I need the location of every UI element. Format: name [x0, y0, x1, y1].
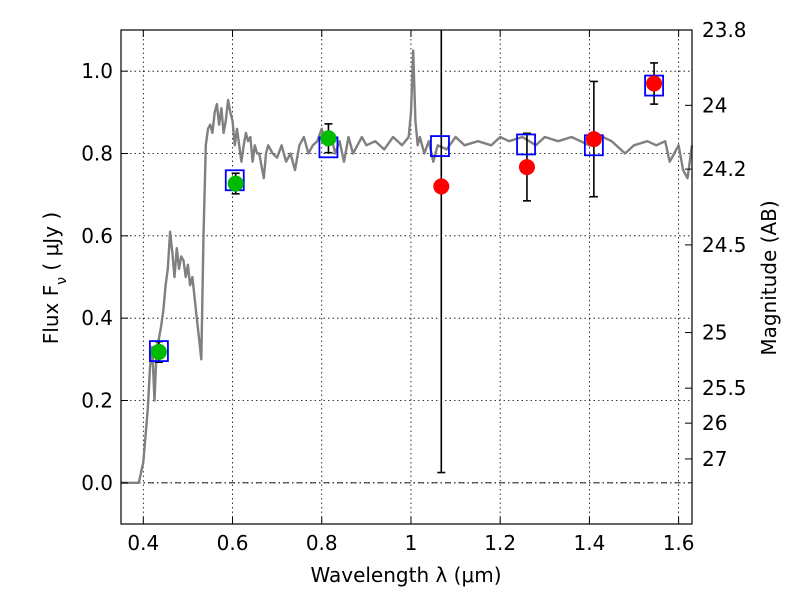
- model-photometry-square: [430, 135, 450, 157]
- y-tick-label: 0.2: [81, 389, 113, 413]
- y2-tick-label: 24.2: [702, 157, 747, 181]
- x-tick-label: 1: [405, 531, 418, 555]
- tick-label-layer: 0.4 0.6 0.8 1 1.2 1.4 1.6 0.0 0.2 0.4 0.6 0.8 1.0 23.…: [81, 18, 746, 555]
- x-tick-label: 0.4: [127, 531, 159, 555]
- spectrum-line: [121, 49, 694, 484]
- y-tick-label: 0.8: [81, 142, 113, 166]
- grid-layer: [121, 30, 692, 524]
- y-tick-label: 0.4: [81, 306, 113, 330]
- observed-point-red: [518, 159, 535, 176]
- observed-point-red: [433, 178, 450, 195]
- observed-point-red: [585, 131, 602, 148]
- y2-tick-label: 23.8: [702, 18, 747, 42]
- y2-tick-label: 25: [702, 321, 727, 345]
- y-tick-label: 1.0: [81, 59, 113, 83]
- errorbar-layer: [154, 30, 659, 474]
- y2-tick-label: 24: [702, 93, 727, 117]
- y-axis-label-sub: ν: [54, 277, 70, 285]
- y-axis-label-units: ( μJy ): [39, 212, 63, 277]
- x-tick-label: 1.6: [663, 531, 695, 555]
- y-tick-label: 0.6: [81, 224, 113, 248]
- marker-layer: [149, 74, 664, 363]
- y2-tick-label: 24.5: [702, 233, 747, 257]
- tick-layer: [121, 29, 692, 524]
- right-axis-label: Magnitude (AB): [757, 200, 781, 355]
- x-tick-label: 0.6: [217, 531, 249, 555]
- x-tick-label: 1.4: [573, 531, 605, 555]
- observed-point-green: [227, 175, 244, 192]
- observed-point-green: [320, 130, 337, 147]
- spectrum-layer: [121, 49, 694, 484]
- y-axis-label: Flux Fν ( μJy ): [39, 212, 70, 344]
- model-photometry-square: [516, 133, 536, 156]
- y-axis-label-main: Flux F: [39, 285, 63, 344]
- model-photometry-square: [149, 340, 169, 363]
- y-tick-label: 0.0: [81, 471, 113, 495]
- y2-tick-label: 25.5: [702, 376, 747, 400]
- x-tick-label: 1.2: [484, 531, 516, 555]
- observed-point-red: [646, 75, 663, 92]
- x-tick-label: 0.8: [306, 531, 338, 555]
- y2-tick-label: 26: [702, 411, 727, 435]
- y2-tick-label: 27: [702, 447, 727, 471]
- x-axis-label: Wavelength λ (μm): [310, 563, 501, 587]
- plot-frame: [120, 29, 693, 525]
- observed-point-green: [150, 343, 167, 360]
